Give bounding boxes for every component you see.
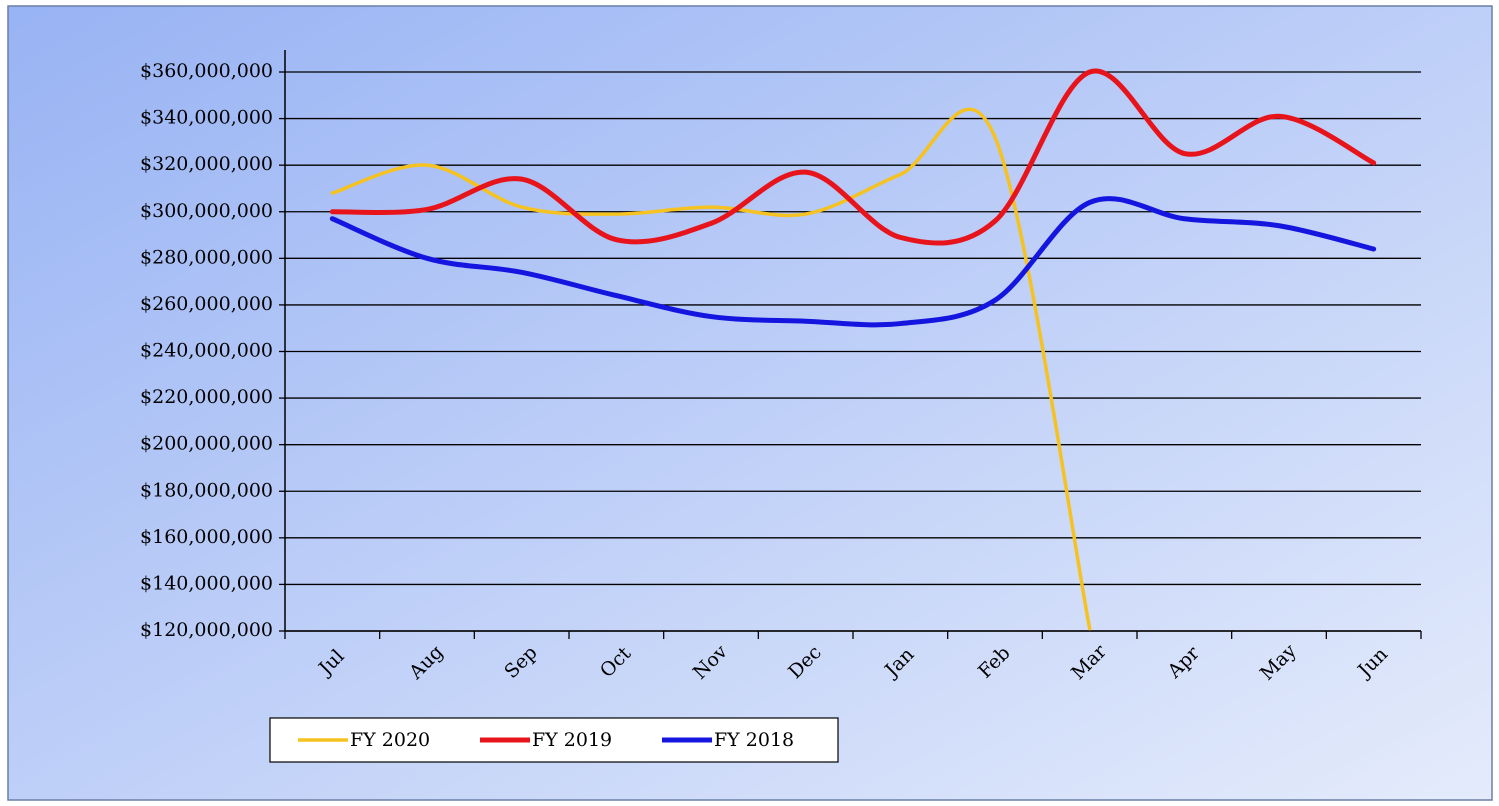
y-tick-label: $300,000,000 — [140, 200, 273, 222]
y-tick-label: $220,000,000 — [140, 386, 273, 408]
y-tick-label: $180,000,000 — [140, 479, 273, 501]
y-tick-label: $340,000,000 — [140, 107, 273, 129]
y-tick-label: $240,000,000 — [140, 340, 273, 362]
legend-label: FY 2020 — [350, 729, 430, 751]
chart-background — [7, 5, 1493, 801]
series-line — [329, 196, 1377, 328]
y-tick-label: $320,000,000 — [140, 153, 273, 175]
legend-label: FY 2019 — [532, 729, 612, 751]
y-tick-label: $200,000,000 — [140, 433, 273, 455]
y-tick-label: $260,000,000 — [140, 293, 273, 315]
series-line — [330, 107, 1092, 631]
y-tick-label: $160,000,000 — [140, 526, 273, 548]
legend-box — [269, 717, 839, 763]
y-tick-label: $120,000,000 — [140, 619, 273, 641]
y-tick-label: $360,000,000 — [140, 60, 273, 82]
y-tick-label: $280,000,000 — [140, 246, 273, 268]
legend-label: FY 2018 — [714, 729, 794, 751]
series-line — [329, 68, 1377, 246]
y-tick-label: $140,000,000 — [140, 572, 273, 594]
